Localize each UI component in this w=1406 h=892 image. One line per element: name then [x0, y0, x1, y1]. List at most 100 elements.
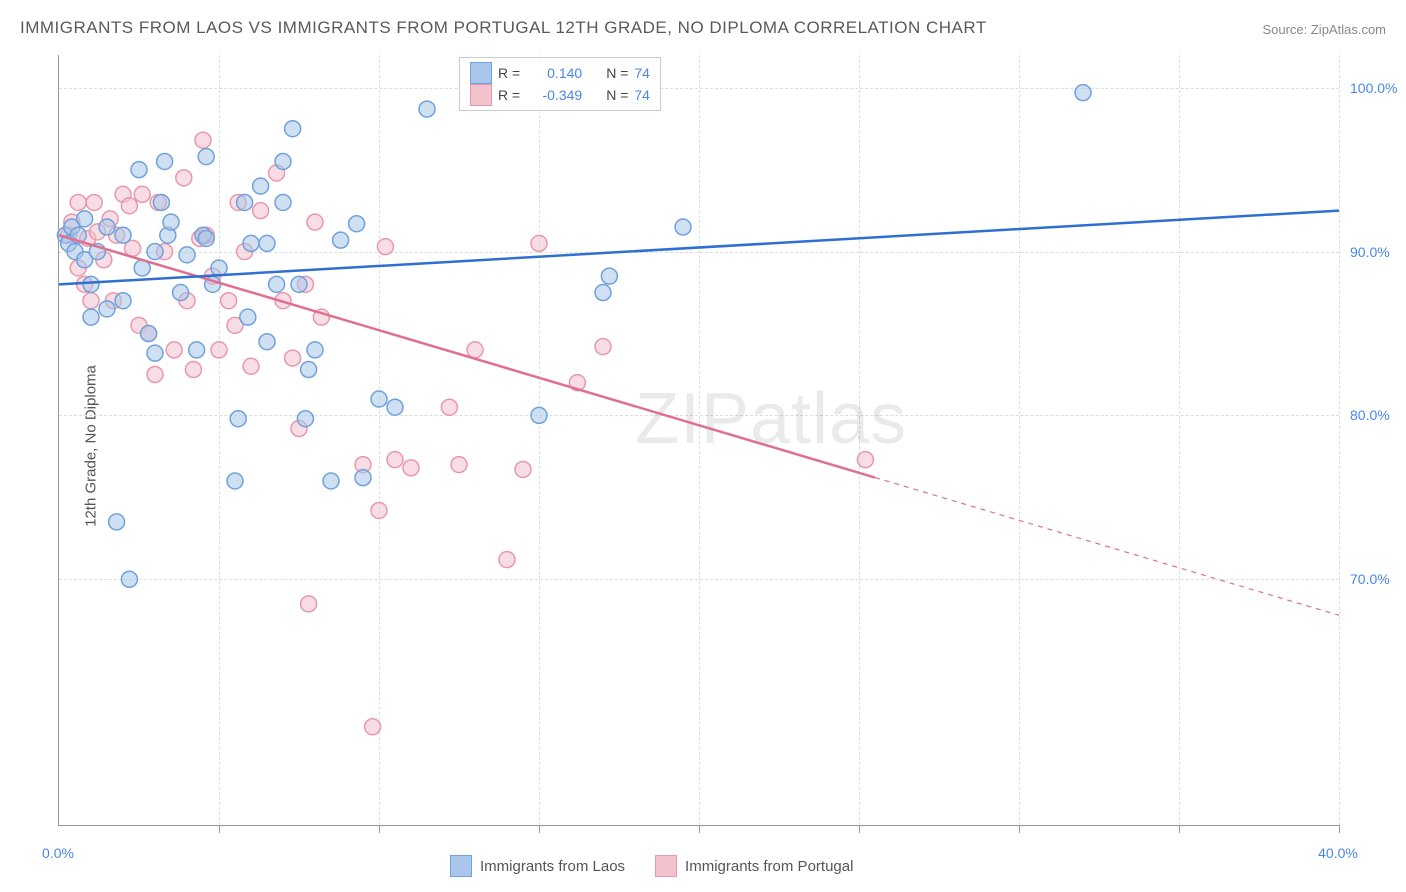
scatter-point [253, 203, 269, 219]
scatter-point [285, 350, 301, 366]
scatter-point [240, 309, 256, 325]
scatter-point [86, 194, 102, 210]
scatter-point [83, 293, 99, 309]
tick-mark [539, 825, 540, 833]
scatter-point [403, 460, 419, 476]
scatter-point [166, 342, 182, 358]
scatter-point [131, 162, 147, 178]
scatter-point [499, 552, 515, 568]
legend-label: Immigrants from Portugal [685, 858, 853, 875]
y-tick-label: 90.0% [1350, 244, 1390, 260]
scatter-point [173, 285, 189, 301]
trend-line-dashed [875, 478, 1339, 616]
scatter-point [121, 198, 137, 214]
legend-swatch [655, 855, 677, 877]
bottom-legend: Immigrants from Laos Immigrants from Port… [450, 855, 853, 877]
n-label: N = [606, 87, 628, 103]
scatter-point [147, 366, 163, 382]
scatter-point [221, 293, 237, 309]
scatter-point [198, 149, 214, 165]
scatter-point [115, 227, 131, 243]
scatter-point [134, 186, 150, 202]
scatter-point [185, 362, 201, 378]
scatter-point [467, 342, 483, 358]
r-value: -0.349 [526, 87, 582, 103]
scatter-point [83, 276, 99, 292]
legend-swatch [450, 855, 472, 877]
y-tick-label: 100.0% [1350, 80, 1397, 96]
scatter-point [99, 301, 115, 317]
legend-swatch [470, 84, 492, 106]
scatter-point [531, 407, 547, 423]
scatter-point [237, 194, 253, 210]
scatter-point [109, 514, 125, 530]
scatter-point [157, 153, 173, 169]
scatter-point [195, 132, 211, 148]
scatter-point [147, 345, 163, 361]
scatter-point [259, 334, 275, 350]
scatter-point [259, 235, 275, 251]
scatter-point [601, 268, 617, 284]
correlation-row: R = 0.140 N = 74 [470, 62, 650, 84]
scatter-point [121, 571, 137, 587]
scatter-point [1075, 85, 1091, 101]
scatter-point [371, 391, 387, 407]
scatter-point [83, 309, 99, 325]
scatter-point [99, 219, 115, 235]
scatter-point [227, 473, 243, 489]
scatter-point [301, 596, 317, 612]
scatter-point [595, 339, 611, 355]
scatter-point [595, 285, 611, 301]
scatter-point [153, 194, 169, 210]
scatter-point [451, 457, 467, 473]
plot-area: ZIPatlas R =0.140N =74R =-0.349N =74 [58, 55, 1339, 826]
scatter-point [349, 216, 365, 232]
tick-mark [219, 825, 220, 833]
source-label: Source: ZipAtlas.com [1262, 22, 1386, 37]
scatter-point [211, 342, 227, 358]
tick-mark [699, 825, 700, 833]
tick-mark [859, 825, 860, 833]
scatter-point [323, 473, 339, 489]
scatter-point [147, 244, 163, 260]
scatter-point [141, 326, 157, 342]
scatter-point [365, 719, 381, 735]
scatter-point [371, 502, 387, 518]
n-value: 74 [634, 65, 650, 81]
scatter-point [387, 452, 403, 468]
scatter-point [355, 470, 371, 486]
n-value: 74 [634, 87, 650, 103]
scatter-point [179, 247, 195, 263]
scatter-point [291, 276, 307, 292]
scatter-point [198, 230, 214, 246]
trend-line [59, 235, 875, 477]
scatter-point [115, 293, 131, 309]
scatter-point [307, 214, 323, 230]
legend-item: Immigrants from Laos [450, 855, 625, 877]
scatter-point [189, 342, 205, 358]
r-label: R = [498, 65, 520, 81]
scatter-point [377, 239, 393, 255]
scatter-point [269, 276, 285, 292]
r-label: R = [498, 87, 520, 103]
n-label: N = [606, 65, 628, 81]
scatter-point [297, 411, 313, 427]
legend-swatch [470, 62, 492, 84]
scatter-point [531, 235, 547, 251]
scatter-point [176, 170, 192, 186]
correlation-legend: R = 0.140 N = 74 R = -0.349 N = 74 [459, 57, 661, 111]
legend-item: Immigrants from Portugal [655, 855, 853, 877]
r-value: 0.140 [526, 65, 582, 81]
scatter-point [275, 153, 291, 169]
scatter-point [275, 194, 291, 210]
y-tick-label: 70.0% [1350, 571, 1390, 587]
scatter-point [301, 362, 317, 378]
scatter-point [441, 399, 457, 415]
legend-label: Immigrants from Laos [480, 858, 625, 875]
scatter-point [253, 178, 269, 194]
tick-mark [1019, 825, 1020, 833]
scatter-point [285, 121, 301, 137]
y-tick-label: 80.0% [1350, 407, 1390, 423]
scatter-point [307, 342, 323, 358]
scatter-point [243, 358, 259, 374]
